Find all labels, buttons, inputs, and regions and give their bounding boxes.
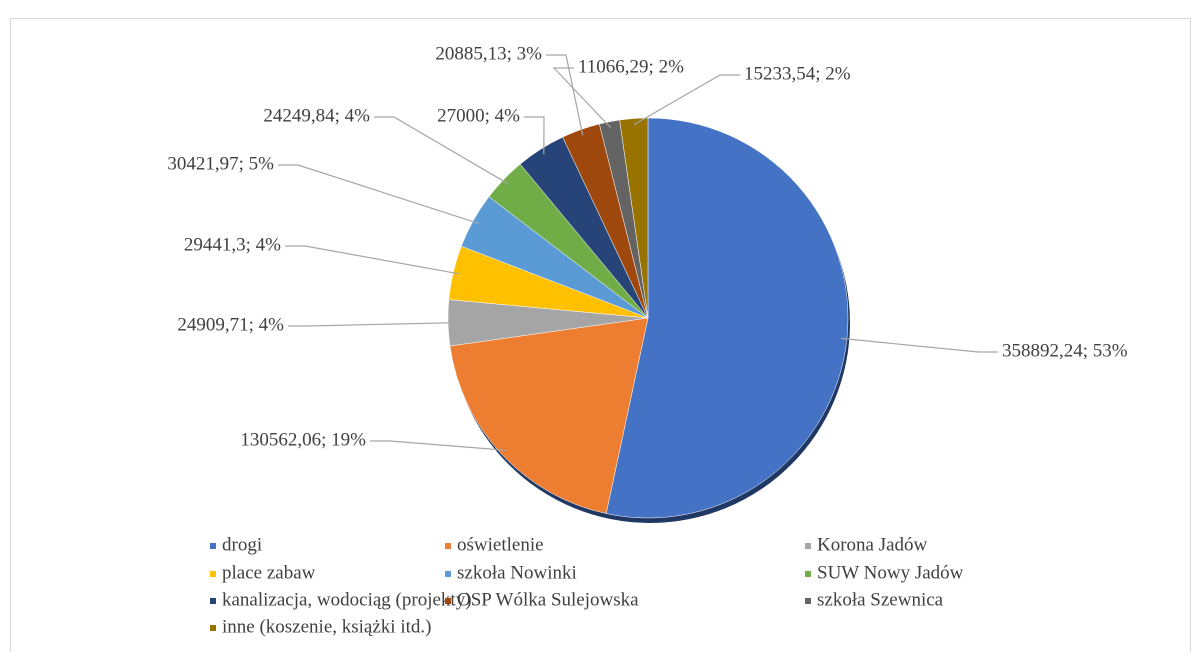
legend-label: drogi <box>222 534 262 555</box>
legend-label: inne (koszenie, książki itd.) <box>222 616 431 637</box>
data-label: 29441,3; 4% <box>184 234 281 255</box>
legend-marker <box>805 543 811 549</box>
leader-line <box>285 245 460 275</box>
legend-label: kanalizacja, wodociąg (projekty) <box>222 589 472 610</box>
leader-line <box>840 337 998 353</box>
legend-label: OSP Wólka Sulejowska <box>457 589 639 610</box>
legend-marker <box>445 598 451 604</box>
legend-marker <box>805 598 811 604</box>
data-label: 130562,06; 19% <box>240 429 366 450</box>
legend-marker <box>210 598 216 604</box>
legend-label: Korona Jadów <box>817 534 928 555</box>
data-label: 20885,13; 3% <box>435 43 542 64</box>
legend-marker <box>210 625 216 631</box>
pie-slice <box>619 117 649 319</box>
legend-marker <box>805 571 811 577</box>
leader-line <box>374 116 509 185</box>
data-label: 24249,84; 4% <box>263 105 370 126</box>
leader-line <box>370 440 507 451</box>
leader-line <box>552 67 612 129</box>
legend-marker <box>445 571 451 577</box>
data-label: 27000; 4% <box>437 105 520 126</box>
data-label: 30421,97; 5% <box>167 153 274 174</box>
legend-label: szkoła Szewnica <box>817 589 944 610</box>
legend-label: SUW Nowy Jadów <box>817 562 964 583</box>
legend-label: oświetlenie <box>457 534 544 555</box>
legend-label: szkoła Nowinki <box>457 562 577 583</box>
leader-line <box>546 54 584 136</box>
data-label: 24909,71; 4% <box>177 314 284 335</box>
pie-slice <box>449 317 649 514</box>
leader-line <box>633 74 740 126</box>
chart-border <box>10 18 1191 652</box>
data-label: 358892,24; 53% <box>1002 340 1128 361</box>
leader-line <box>278 164 479 224</box>
leader-line <box>288 322 455 327</box>
data-label: 15233,54; 2% <box>744 63 851 84</box>
legend-marker <box>210 571 216 577</box>
data-label: 11066,29; 2% <box>578 56 684 77</box>
legend-marker <box>210 543 216 549</box>
legend-marker <box>445 543 451 549</box>
legend-label: place zabaw <box>222 562 316 583</box>
leader-line <box>524 116 545 155</box>
